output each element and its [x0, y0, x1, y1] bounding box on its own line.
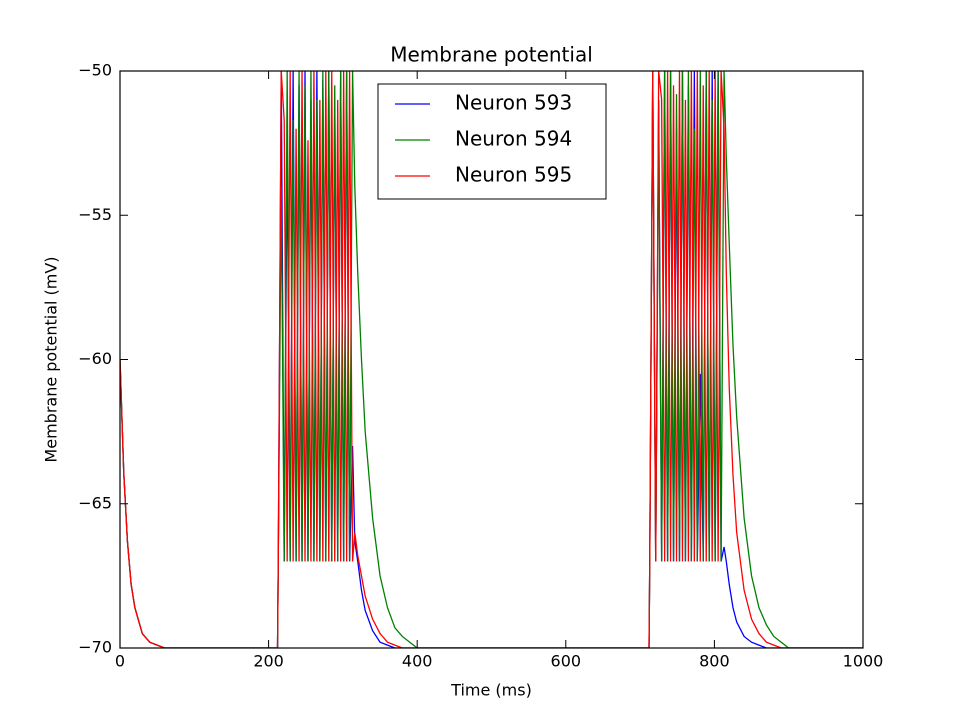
x-tick-label: 600	[551, 652, 582, 671]
chart-title: Membrane potential	[390, 43, 593, 67]
legend-box	[377, 83, 607, 200]
x-axis-label: Time (ms)	[450, 681, 532, 700]
series-line	[120, 71, 863, 648]
y-axis-label: Membrane potential (mV)	[42, 256, 61, 462]
x-tick-label: 1000	[843, 652, 884, 671]
legend-label: Neuron 595	[455, 163, 572, 187]
series-line	[120, 71, 863, 648]
plot-area	[120, 71, 863, 648]
y-tick-label: −55	[78, 205, 112, 224]
y-tick-label: −50	[78, 61, 112, 80]
y-tick-label: −60	[78, 349, 112, 368]
x-tick-label: 0	[115, 652, 125, 671]
x-tick-label: 800	[699, 652, 730, 671]
y-tick-label: −70	[78, 638, 112, 657]
y-tick-label: −65	[78, 493, 112, 512]
x-tick-label: 200	[253, 652, 284, 671]
legend-label: Neuron 594	[455, 127, 572, 151]
legend-label: Neuron 593	[455, 91, 572, 115]
x-tick-label: 400	[402, 652, 433, 671]
